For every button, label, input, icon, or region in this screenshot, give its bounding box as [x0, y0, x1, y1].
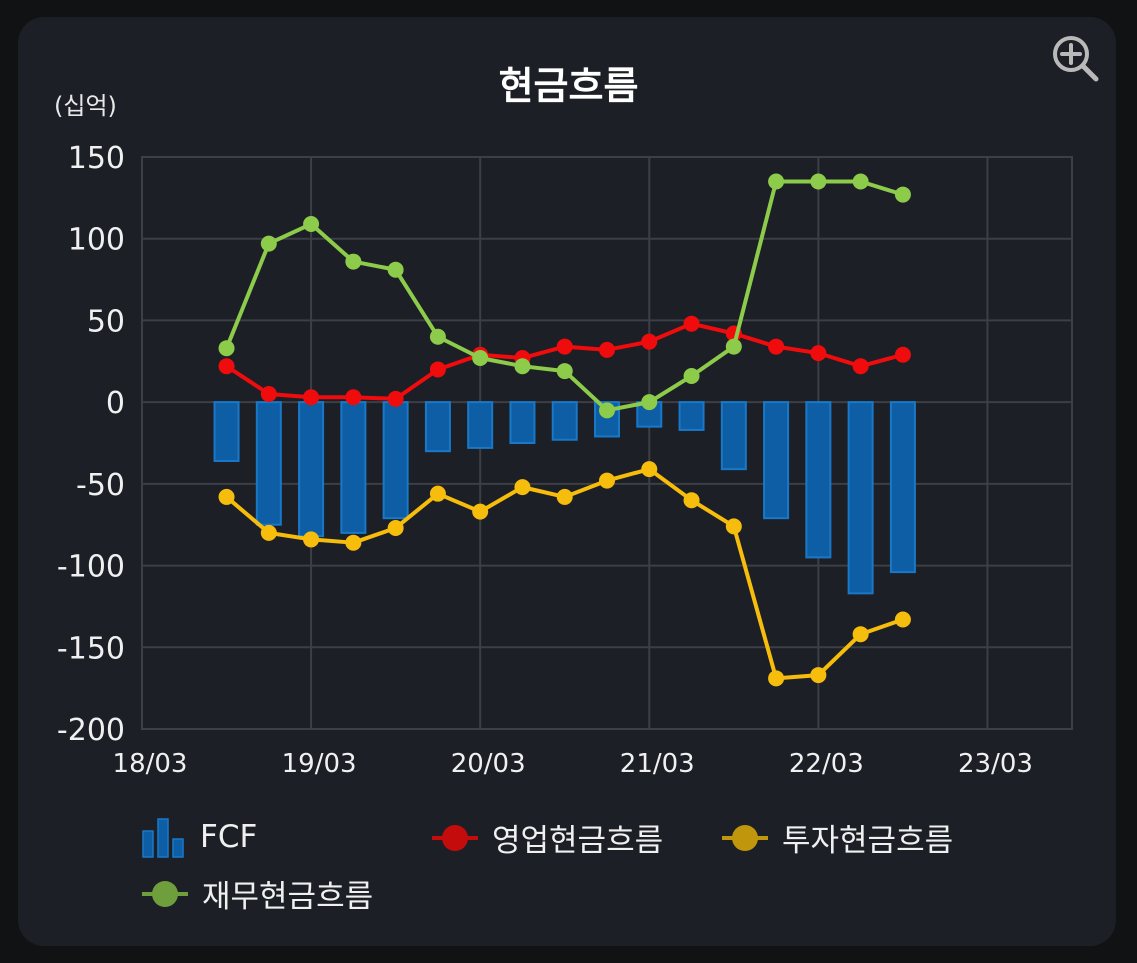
financing-cashflow-point[interactable]: [599, 402, 615, 419]
fcf-bar[interactable]: [763, 401, 790, 520]
investing-cashflow-point[interactable]: [514, 479, 531, 496]
line-marker-icon: [722, 824, 768, 851]
line-marker-icon: [432, 824, 478, 851]
chart-card: [18, 17, 1116, 946]
x-tick-label: 19/03: [282, 749, 357, 779]
operating-cashflow-point[interactable]: [894, 346, 911, 363]
operating-cashflow-point[interactable]: [218, 358, 235, 375]
y-tick-label: 0: [106, 386, 125, 421]
investing-cashflow-point[interactable]: [556, 488, 573, 505]
fcf-bar[interactable]: [255, 401, 282, 526]
investing-cashflow-point[interactable]: [852, 626, 869, 643]
chart-title: 현금흐름: [498, 64, 639, 108]
fcf-bar[interactable]: [889, 401, 916, 574]
y-tick-label: -100: [57, 550, 125, 585]
operating-cashflow-point[interactable]: [599, 341, 615, 358]
investing-cashflow-point[interactable]: [218, 488, 235, 505]
operating-cashflow-point[interactable]: [429, 361, 446, 378]
investing-cashflow-point[interactable]: [810, 667, 827, 684]
fcf-bar[interactable]: [382, 401, 409, 520]
investing-cashflow-point[interactable]: [345, 534, 362, 551]
financing-cashflow-point[interactable]: [683, 367, 700, 384]
legend-item-financing[interactable]: 재무현금흐름: [142, 871, 373, 916]
investing-cashflow-point[interactable]: [683, 492, 700, 509]
y-tick-label: -150: [57, 631, 125, 666]
y-tick-label: 100: [68, 223, 125, 258]
financing-cashflow-point[interactable]: [218, 340, 235, 357]
fcf-bar[interactable]: [213, 401, 240, 462]
operating-cashflow-point[interactable]: [387, 390, 404, 407]
fcf-bar[interactable]: [340, 401, 367, 534]
legend-item-operating[interactable]: 영업현금흐름: [432, 815, 663, 860]
legend-label-fcf: FCF: [200, 819, 258, 855]
legend-item-investing[interactable]: 투자현금흐름: [722, 815, 953, 860]
financing-cashflow-point[interactable]: [894, 186, 911, 203]
fcf-bar[interactable]: [298, 401, 325, 538]
legend-item-fcf[interactable]: FCF: [142, 815, 257, 859]
bar-chart-icon: [142, 818, 184, 858]
financing-cashflow-point[interactable]: [303, 216, 320, 233]
operating-cashflow-point[interactable]: [683, 315, 700, 332]
investing-cashflow-point[interactable]: [599, 472, 615, 489]
investing-cashflow-point[interactable]: [472, 503, 489, 520]
line-marker-icon: [142, 880, 188, 907]
investing-cashflow-point[interactable]: [641, 461, 658, 478]
y-axis-unit-label: (십억): [54, 92, 117, 120]
operating-cashflow-point[interactable]: [852, 358, 869, 375]
financing-cashflow-point[interactable]: [387, 261, 404, 278]
fcf-bar[interactable]: [424, 401, 451, 453]
operating-cashflow-point[interactable]: [810, 345, 827, 362]
financing-cashflow-point[interactable]: [514, 358, 531, 375]
operating-cashflow-point[interactable]: [768, 338, 785, 355]
y-tick-label: 150: [68, 141, 125, 176]
operating-cashflow-line: [225, 321, 904, 401]
operating-cashflow-point[interactable]: [556, 338, 573, 355]
investing-cashflow-point[interactable]: [768, 670, 785, 687]
operating-cashflow-point[interactable]: [260, 385, 277, 402]
fcf-bar[interactable]: [720, 401, 747, 471]
y-tick-label: -200: [57, 713, 125, 748]
investing-cashflow-point[interactable]: [303, 531, 320, 548]
operating-cashflow-point[interactable]: [641, 333, 658, 350]
y-tick-label: 50: [87, 304, 125, 339]
x-tick-label: 20/03: [451, 749, 526, 779]
operating-cashflow-point[interactable]: [303, 389, 320, 406]
investing-cashflow-point[interactable]: [260, 524, 277, 541]
fcf-bar[interactable]: [467, 401, 494, 449]
financing-cashflow-point[interactable]: [641, 394, 658, 411]
financing-cashflow-point[interactable]: [429, 328, 446, 345]
zoom-in-icon[interactable]: [1050, 33, 1100, 83]
fcf-bar[interactable]: [509, 401, 536, 444]
x-tick-label: 21/03: [620, 749, 695, 779]
investing-cashflow-point[interactable]: [429, 485, 446, 502]
financing-cashflow-point[interactable]: [556, 363, 573, 380]
financing-cashflow-point[interactable]: [768, 173, 785, 190]
fcf-bar[interactable]: [847, 401, 874, 595]
legend-label-financing: 재무현금흐름: [202, 879, 374, 915]
financing-cashflow-point[interactable]: [725, 338, 742, 355]
financing-cashflow-point[interactable]: [345, 253, 362, 270]
operating-cashflow-point[interactable]: [345, 389, 362, 406]
financing-cashflow-point[interactable]: [810, 173, 827, 190]
financing-cashflow-point[interactable]: [260, 235, 277, 252]
financing-cashflow-point[interactable]: [852, 173, 869, 190]
investing-cashflow-point[interactable]: [725, 518, 742, 535]
legend-label-investing: 투자현금흐름: [782, 823, 954, 859]
fcf-bar[interactable]: [551, 401, 578, 441]
fcf-bar[interactable]: [678, 401, 705, 431]
financing-cashflow-point[interactable]: [472, 350, 489, 367]
x-tick-label: 22/03: [789, 749, 864, 779]
legend-label-operating: 영업현금흐름: [492, 823, 664, 859]
investing-cashflow-point[interactable]: [894, 611, 911, 628]
fcf-bar[interactable]: [805, 401, 832, 559]
x-tick-label: 18/03: [113, 749, 188, 779]
x-tick-label: 23/03: [958, 749, 1033, 779]
y-tick-label: -50: [76, 468, 125, 503]
investing-cashflow-point[interactable]: [387, 519, 404, 536]
